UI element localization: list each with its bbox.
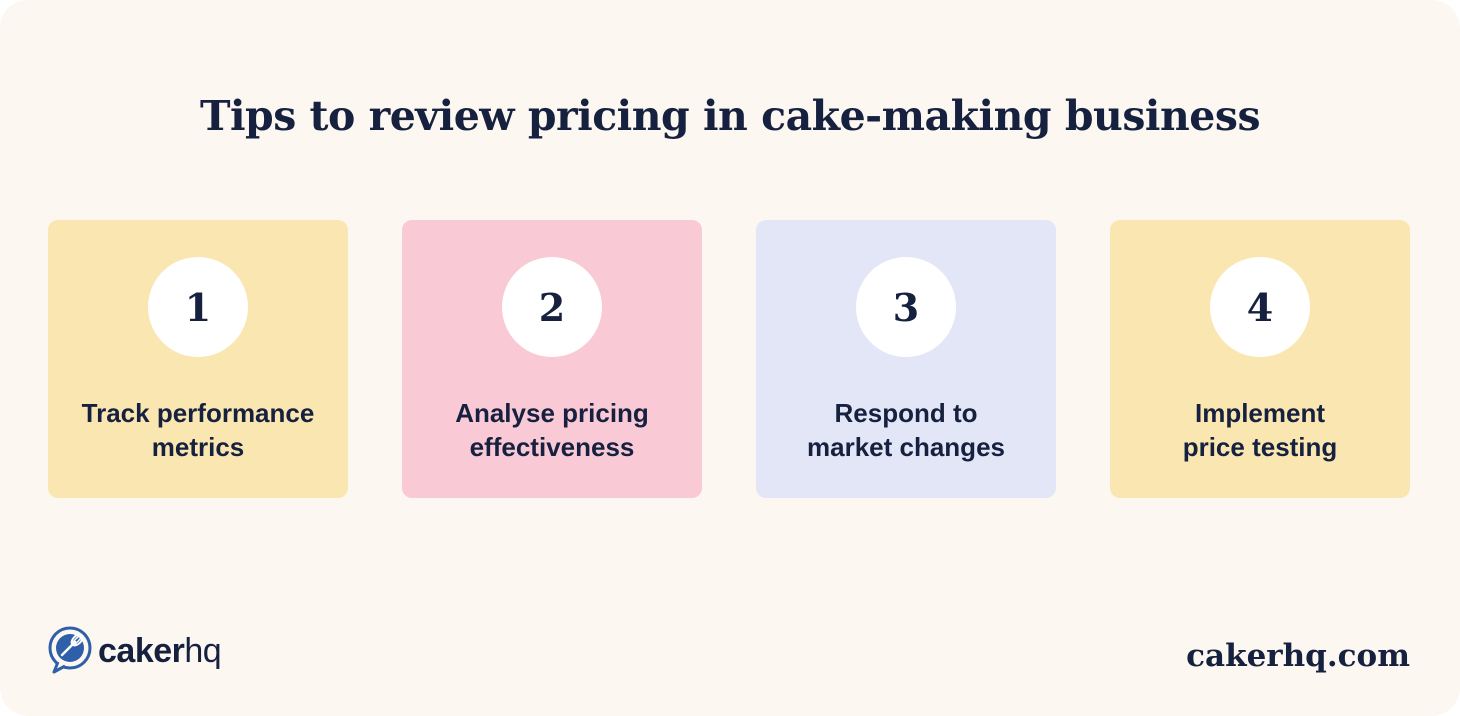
brand-logo: cakerhq bbox=[48, 626, 222, 676]
page-title: Tips to review pricing in cake-making bu… bbox=[199, 92, 1261, 140]
tip-number-badge: 1 bbox=[148, 257, 248, 357]
tip-card-4: 4 Implement price testing bbox=[1110, 220, 1410, 498]
website-url: cakerhq.com bbox=[1186, 638, 1410, 674]
tip-label-line: Analyse pricing bbox=[455, 398, 649, 428]
tip-label: Implement price testing bbox=[1120, 396, 1400, 464]
tip-number-badge: 2 bbox=[502, 257, 602, 357]
tip-label-line: price testing bbox=[1182, 432, 1338, 462]
tip-label-line: Implement bbox=[1194, 398, 1326, 428]
tip-card-3: 3 Respond to market changes bbox=[756, 220, 1056, 498]
brand-wordmark-light: hq bbox=[184, 632, 222, 670]
brand-wordmark: cakerhq bbox=[98, 631, 222, 671]
tip-number-badge: 3 bbox=[856, 257, 956, 357]
tip-label: Track performance metrics bbox=[58, 396, 338, 464]
tip-label-line: metrics bbox=[151, 432, 245, 462]
tip-label: Analyse pricing effectiveness bbox=[412, 396, 692, 464]
tip-label-line: market changes bbox=[807, 432, 1005, 462]
tip-label-line: effectiveness bbox=[469, 432, 635, 462]
whisk-speech-bubble-icon bbox=[48, 626, 92, 674]
tip-label-line: Respond to bbox=[834, 398, 978, 428]
brand-wordmark-bold: caker bbox=[98, 632, 185, 670]
tip-label-line: Track performance bbox=[81, 398, 315, 428]
tip-card-1: 1 Track performance metrics bbox=[48, 220, 348, 498]
tip-card-2: 2 Analyse pricing effectiveness bbox=[402, 220, 702, 498]
tip-label: Respond to market changes bbox=[766, 396, 1046, 464]
tip-number-badge: 4 bbox=[1210, 257, 1310, 357]
